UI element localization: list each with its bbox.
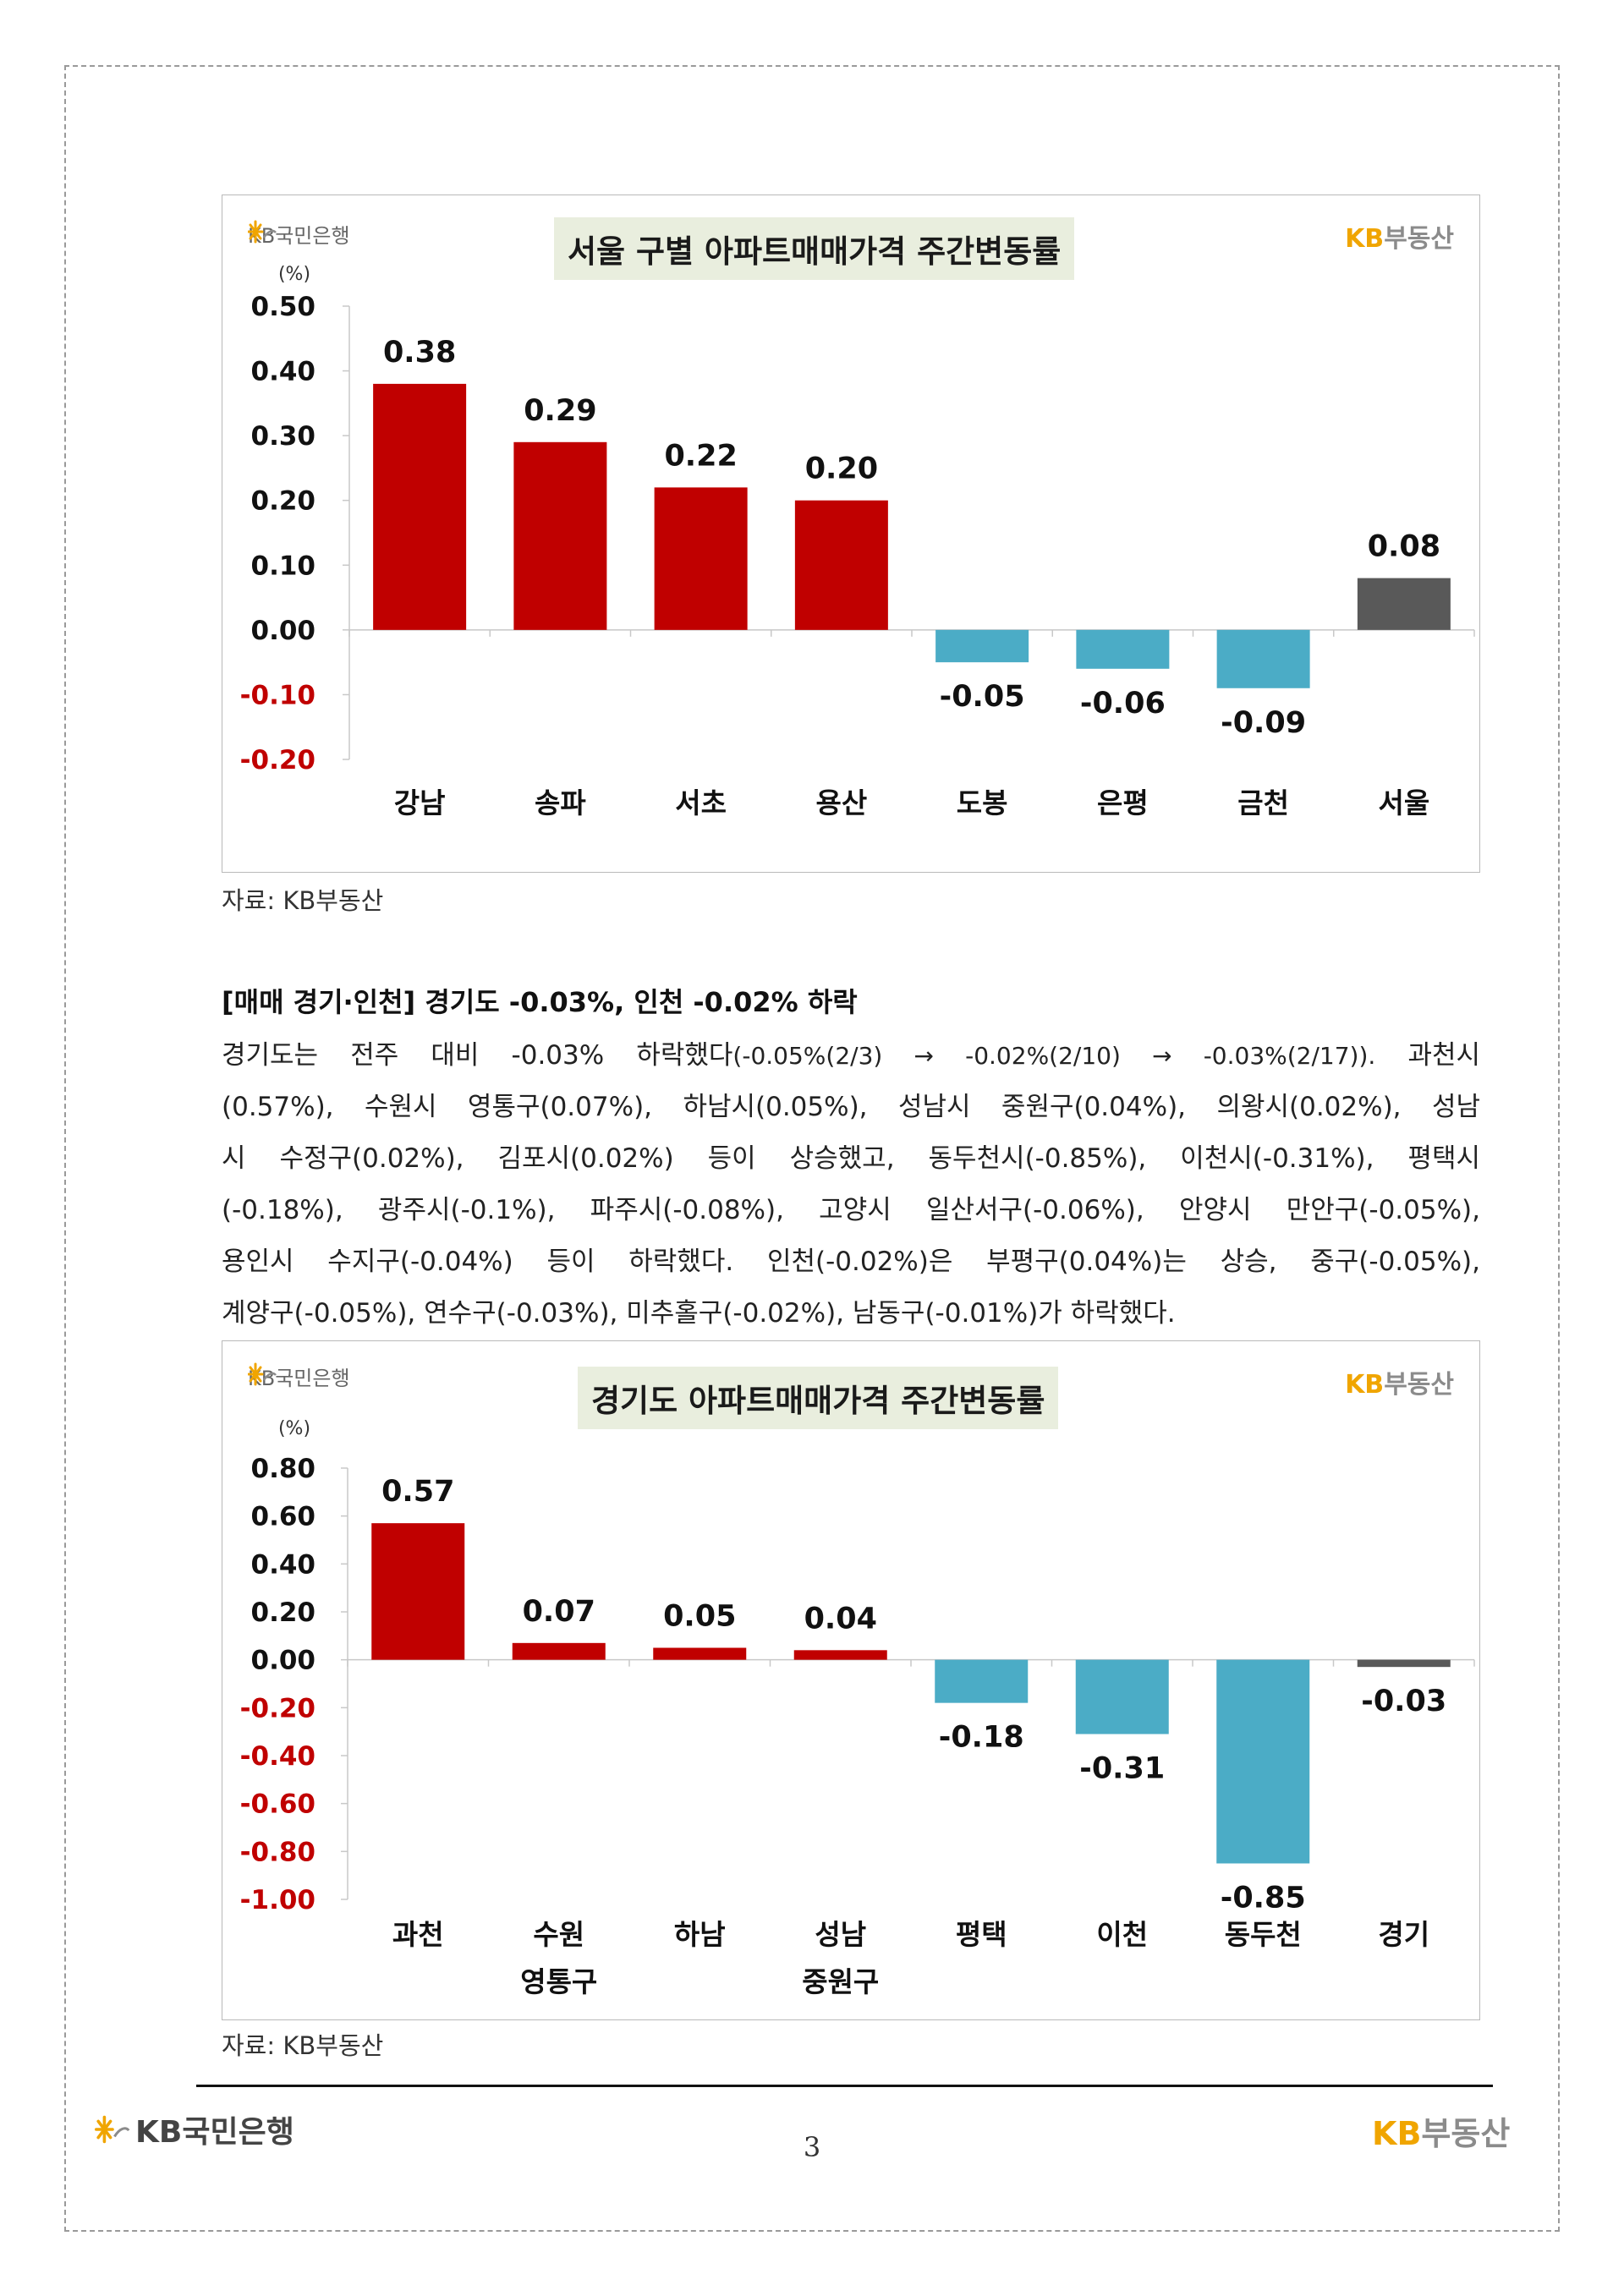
data-label: 0.07 (523, 1595, 595, 1629)
y-tick-label: -0.20 (240, 745, 315, 775)
page-number: 3 (803, 2131, 821, 2163)
footer-rule (196, 2085, 1493, 2087)
data-label: 0.22 (664, 439, 737, 473)
bar (794, 500, 888, 630)
x-category-label: 과천 (392, 1918, 444, 1951)
y-tick-label: 0.40 (251, 357, 316, 387)
y-tick-label: -0.10 (240, 680, 315, 710)
x-category-label: 동두천 (1225, 1918, 1302, 1951)
y-unit-label: (%) (278, 1418, 310, 1439)
section-body: 경기도는 전주 대비 -0.03% 하락했다(-0.05%(2/3) → -0.… (222, 1030, 1480, 1340)
x-category-label: 성남 (815, 1918, 866, 1951)
x-category-label: 영통구 (520, 1965, 597, 1998)
bar (1216, 629, 1310, 688)
y-tick-label: 0.50 (251, 292, 316, 322)
data-label: 0.29 (524, 394, 596, 428)
y-tick-label: 0.20 (251, 486, 316, 517)
x-category-label: 평택 (956, 1918, 1007, 1951)
y-tick-label: 0.30 (251, 421, 316, 452)
kb-estate-logo: KB부동산 (1345, 224, 1454, 254)
gyeonggi-chart: KB국민은행 KB부동산 경기도 아파트매매가격 주간변동률 (%) 0.80 0.… (222, 1340, 1480, 2020)
bar (513, 441, 607, 630)
data-label: 0.05 (663, 1600, 736, 1634)
data-label: 0.04 (804, 1602, 877, 1636)
kb-bank-logo: KB국민은행 (248, 219, 350, 249)
y-tick-label: 0.80 (251, 1454, 316, 1484)
data-label: -0.05 (940, 680, 1025, 714)
x-category-label: 강남 (394, 786, 446, 819)
data-label: -0.06 (1080, 687, 1166, 721)
x-category-label: 도봉 (957, 786, 1008, 819)
kb-bank-text: KB국민은행 (135, 2115, 294, 2150)
x-category-label: 용산 (816, 786, 868, 819)
bar (935, 1659, 1029, 1703)
bar (935, 629, 1029, 663)
bar (1076, 629, 1170, 669)
data-label: -0.18 (939, 1721, 1024, 1755)
chart-source: 자료: KB부동산 (222, 886, 384, 915)
bar (373, 383, 467, 630)
seoul-chart: KB국민은행 KB부동산 서울 구별 아파트매매가격 주간변동률 (%) 0.50… (222, 195, 1480, 873)
data-label: 0.57 (381, 1475, 454, 1509)
y-unit-label: (%) (278, 264, 310, 285)
x-category-label: 송파 (535, 786, 586, 819)
x-category-label: 수원 (533, 1918, 584, 1951)
x-category-label: 은평 (1097, 786, 1149, 819)
data-label: -0.31 (1079, 1752, 1165, 1786)
data-label: 0.38 (383, 336, 456, 370)
bar (1075, 1659, 1169, 1734)
y-tick-label: -0.40 (240, 1741, 315, 1772)
data-label: -0.85 (1221, 1882, 1306, 1915)
y-tick-label: 0.60 (251, 1502, 316, 1532)
chart-title: 경기도 아파트매매가격 주간변동률 (578, 1367, 1059, 1429)
kb-star-icon (95, 2115, 130, 2144)
chart-plot: (%) 0.50 0.40 0.30 0.20 0.10 0.00 -0.10 -0.20 0.3… (240, 264, 1475, 819)
y-tick-label: 0.10 (251, 551, 316, 581)
body-line: 시 수정구(0.02%), 김포시(0.02%) 등이 상승했고, 동두천시(-… (222, 1143, 1480, 1174)
bar (1357, 578, 1451, 630)
data-label: 0.20 (805, 452, 878, 486)
y-tick-label: 0.40 (251, 1549, 316, 1580)
kb-star-icon (248, 1362, 277, 1386)
y-tick-label: -0.80 (240, 1837, 315, 1867)
bar (1357, 1659, 1451, 1668)
bar (512, 1642, 606, 1660)
kb-star-icon (248, 220, 277, 244)
x-category-label: 금천 (1237, 786, 1289, 819)
kb-bank-logo: KB국민은행 (248, 1362, 350, 1391)
section-heading: [매매 경기·인천] 경기도 -0.03%, 인천 -0.02% 하락 (222, 986, 858, 1018)
y-tick-label: -0.60 (240, 1789, 315, 1820)
x-category-label: 서초 (675, 786, 727, 819)
x-category-label: 경기 (1378, 1918, 1429, 1951)
data-label: -0.09 (1221, 706, 1306, 740)
chart-title: 서울 구별 아파트매매가격 주간변동률 (554, 217, 1075, 280)
bar (653, 1647, 747, 1660)
y-tick-label: -0.20 (240, 1693, 315, 1723)
x-category-label: 서울 (1379, 786, 1430, 819)
chart-source: 자료: KB부동산 (222, 2031, 384, 2060)
footer-kb-estate-logo: KB부동산 (1372, 2115, 1511, 2152)
x-category-label: 중원구 (802, 1965, 879, 1998)
bar (793, 1650, 887, 1660)
y-tick-label: -1.00 (240, 1885, 315, 1915)
y-tick-label: 0.00 (251, 1646, 316, 1676)
body-line: 경기도는 전주 대비 -0.03% 하락했다(-0.05%(2/3) → -0.… (222, 1040, 1480, 1071)
x-category-label: 하남 (674, 1918, 726, 1951)
x-category-label: 이천 (1096, 1918, 1148, 1951)
bar (654, 487, 748, 630)
footer-kb-bank-logo: KB국민은행 (95, 2107, 294, 2151)
bar (1216, 1659, 1310, 1864)
y-tick-label: 0.20 (251, 1597, 316, 1628)
kb-estate-logo: KB부동산 (1345, 1370, 1454, 1400)
body-line: 용인시 수지구(-0.04%) 등이 하락했다. 인천(-0.02%)은 부평구… (222, 1247, 1480, 1277)
bar (371, 1523, 465, 1660)
body-line: (0.57%), 수원시 영통구(0.07%), 하남시(0.05%), 성남시… (222, 1092, 1480, 1122)
body-line: (-0.18%), 광주시(-0.1%), 파주시(-0.08%), 고양시 일… (222, 1195, 1480, 1225)
data-label: 0.08 (1368, 530, 1440, 564)
page-frame (64, 65, 1560, 2232)
body-line: 계양구(-0.05%), 연수구(-0.03%), 미추홀구(-0.02%), … (222, 1298, 1176, 1329)
y-tick-label: 0.00 (251, 616, 316, 646)
chart-plot: (%) 0.80 0.60 0.40 0.20 0.00 -0.20 -0.40 -0.60 -0… (240, 1418, 1475, 1998)
data-label: -0.03 (1361, 1685, 1446, 1718)
